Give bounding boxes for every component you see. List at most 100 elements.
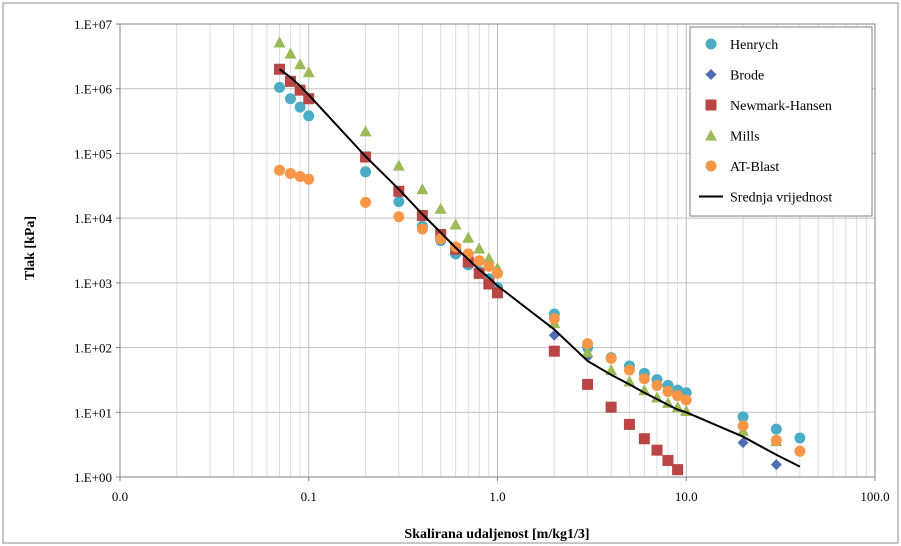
data-point-at-blast [672,390,684,402]
data-point-at-blast [638,373,650,385]
data-point-henrych [770,423,782,435]
data-point-mills [449,218,462,230]
data-point-at-blast [274,164,286,176]
data-point-mills [416,183,429,195]
data-point-henrych [294,101,306,113]
y-tick-label: 1.E+07 [74,17,113,32]
data-point-at-blast [483,260,495,272]
y-tick-label: 1.E+04 [74,211,113,226]
data-point-mills [302,66,315,78]
data-point-newmark-hansen [623,418,635,430]
data-point-henrych [393,196,405,208]
y-tick-label: 1.E+03 [74,276,112,291]
y-tick-label: 1.E+00 [74,470,112,485]
data-point-at-blast [284,167,296,179]
data-point-at-blast [605,352,617,364]
legend-box [689,26,873,217]
data-point-at-blast [794,445,806,457]
legend-swatch-brode [705,69,717,80]
series-layer [273,36,806,476]
legend-label-brode: Brode [730,69,764,84]
data-point-mills [273,36,286,48]
data-point-at-blast [582,338,594,350]
data-point-newmark-hansen [548,345,560,357]
data-point-at-blast [737,420,749,432]
data-point-mills [434,202,447,214]
data-point-newmark-hansen [462,256,474,268]
data-point-at-blast [651,379,663,391]
legend-swatch-at-blast [705,160,717,172]
legend-label-at-blast: AT-Blast [730,160,779,175]
data-point-newmark-hansen [483,278,495,290]
y-axis-title: Tlak [kPa] [23,216,38,280]
data-point-mills [359,125,372,137]
data-point-newmark-hansen [605,401,617,413]
x-tick-label: 100.0 [860,489,889,504]
legend-label-newmark-hansen: Newmark-Hansen [730,99,832,114]
data-point-at-blast [303,173,315,185]
data-point-henrych [737,411,749,423]
data-point-brode [737,437,749,449]
x-tick-label: 10.0 [675,489,698,504]
x-tick-label: 0.1 [301,489,317,504]
data-point-at-blast [393,211,405,223]
data-point-newmark-hansen [294,84,306,96]
legend-swatch-henrych [705,38,717,50]
data-point-at-blast [662,385,674,397]
data-point-at-blast [548,313,560,325]
x-axis-ticks: 0.0 0.1 1.0 10.0 100.0 [112,477,890,504]
data-point-mills [661,396,674,408]
data-point-at-blast [294,171,306,183]
data-point-henrych [284,93,296,105]
legend-swatch-newmark-hansen [705,99,717,111]
legend-label-mills: Mills [730,130,760,145]
legend-swatch-mills [705,129,717,141]
legend-label-henrych: Henrych [730,38,778,53]
data-point-mills [473,242,486,254]
legend: Henrych Brode Newmark-Hansen Mills AT-Blast S… [689,26,873,217]
x-tick-label: 1.0 [489,489,505,504]
data-point-at-blast [462,248,474,260]
data-point-mills [284,47,297,59]
data-point-mills [462,231,475,243]
legend-label-srednja-vrijednost: Srednja vrijednost [730,191,832,206]
series-line-srednja-vrijednost [278,68,801,468]
y-tick-label: 1.E+05 [74,146,112,161]
x-tick-label: 0.0 [112,489,128,504]
data-point-at-blast [360,196,372,208]
data-point-henrych [303,110,315,122]
data-point-mills [482,252,495,264]
data-point-brode [770,459,782,471]
y-tick-label: 1.E+06 [74,82,113,97]
data-point-henrych [794,432,806,444]
data-point-at-blast [492,267,503,279]
data-point-newmark-hansen [303,93,315,105]
data-point-newmark-hansen [638,433,650,445]
data-point-mills [392,159,405,171]
data-point-newmark-hansen [393,185,405,197]
y-axis-ticks: 1.E+00 1.E+01 1.E+02 1.E+03 1.E+04 1.E+05 1.E+… [74,17,120,485]
y-tick-label: 1.E+01 [74,405,112,420]
data-point-at-blast [680,394,692,406]
data-point-newmark-hansen [582,378,594,390]
data-point-henrych [360,166,372,178]
data-point-mills [671,401,684,413]
data-point-at-blast [770,434,782,446]
data-point-newmark-hansen [473,267,485,279]
data-point-newmark-hansen [492,287,503,299]
data-point-at-blast [416,223,428,235]
data-point-mills [294,58,307,70]
data-point-at-blast [473,255,485,267]
data-point-mills [638,384,651,396]
data-point-newmark-hansen [284,75,296,87]
data-point-newmark-hansen [662,454,674,466]
y-tick-label: 1.E+02 [74,341,112,356]
data-point-mills [581,346,594,358]
data-point-newmark-hansen [651,444,663,456]
data-point-at-blast [435,233,447,245]
series-srednja-vrijednost [278,68,801,468]
data-point-newmark-hansen [672,464,684,476]
x-axis-title: Skalirana udaljenost [m/kg1/3] [404,527,589,542]
data-point-at-blast [623,364,635,376]
